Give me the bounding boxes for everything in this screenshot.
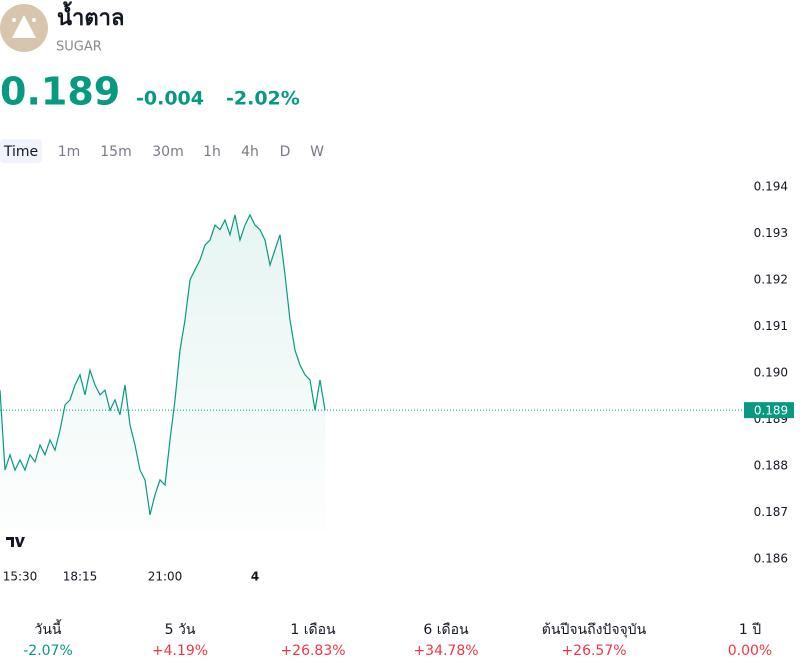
period-label: 6 เดือน bbox=[423, 622, 469, 638]
timeframe-button[interactable]: 15m bbox=[100, 144, 131, 160]
x-tick-label: 18:15 bbox=[63, 570, 98, 584]
y-tick-label: 0.192 bbox=[754, 272, 788, 286]
symbol-code: SUGAR bbox=[56, 40, 102, 55]
y-tick-label: 0.191 bbox=[754, 319, 788, 333]
icon-dot bbox=[12, 18, 16, 22]
logo-mark bbox=[6, 537, 25, 547]
y-tick-label: 0.186 bbox=[754, 551, 788, 565]
price: 0.189 bbox=[0, 70, 120, 114]
price-change-percent: -2.02% bbox=[226, 88, 300, 110]
period-value: +34.78% bbox=[413, 643, 478, 659]
timeframe-button[interactable]: Time bbox=[3, 144, 38, 160]
symbol-title: น้ำตาล bbox=[57, 1, 125, 31]
period-label: 1 เดือน bbox=[290, 622, 336, 638]
y-tick-label: 0.190 bbox=[754, 365, 788, 379]
tab-highlight bbox=[0, 139, 42, 163]
icon-dot bbox=[32, 18, 36, 22]
period-label: 5 วัน bbox=[165, 622, 196, 638]
timeframe-button[interactable]: 1m bbox=[58, 144, 81, 160]
period-label: 1 ปี bbox=[739, 622, 761, 638]
period-value: -2.07% bbox=[23, 643, 73, 659]
timeframe-button[interactable]: 1h bbox=[203, 144, 221, 160]
period-value: +4.19% bbox=[152, 643, 208, 659]
period-label: ต้นปีจนถึงปัจจุบัน bbox=[542, 622, 647, 638]
timeframe-button[interactable]: D bbox=[280, 144, 291, 160]
price-line bbox=[0, 213, 326, 515]
timeframe-button[interactable]: 30m bbox=[152, 144, 183, 160]
icon-shape bbox=[12, 15, 36, 38]
period-label: วันนี้ bbox=[34, 619, 62, 638]
timeframe-button[interactable]: W bbox=[310, 144, 324, 160]
last-price-label: 0.189 bbox=[754, 404, 788, 418]
period-value: +26.83% bbox=[280, 643, 345, 659]
logo-bg bbox=[0, 529, 32, 553]
x-tick-label: 15:30 bbox=[3, 570, 38, 584]
y-tick-label: 0.188 bbox=[754, 458, 788, 472]
last-price-badge bbox=[744, 402, 794, 419]
timeframe-button[interactable]: 4h bbox=[241, 144, 259, 160]
x-tick-label: 4 bbox=[251, 570, 259, 584]
price-change: -0.004 bbox=[136, 88, 204, 110]
tv-logo bbox=[0, 529, 32, 553]
area-fill bbox=[0, 214, 325, 530]
y-tick-label: 0.187 bbox=[754, 505, 788, 519]
y-tick-label: 0.193 bbox=[754, 226, 788, 240]
x-tick-label: 21:00 bbox=[148, 570, 183, 584]
y-tick-label: 0.194 bbox=[754, 179, 788, 193]
period-value: 0.00% bbox=[728, 643, 772, 659]
period-value: +26.57% bbox=[561, 643, 626, 659]
